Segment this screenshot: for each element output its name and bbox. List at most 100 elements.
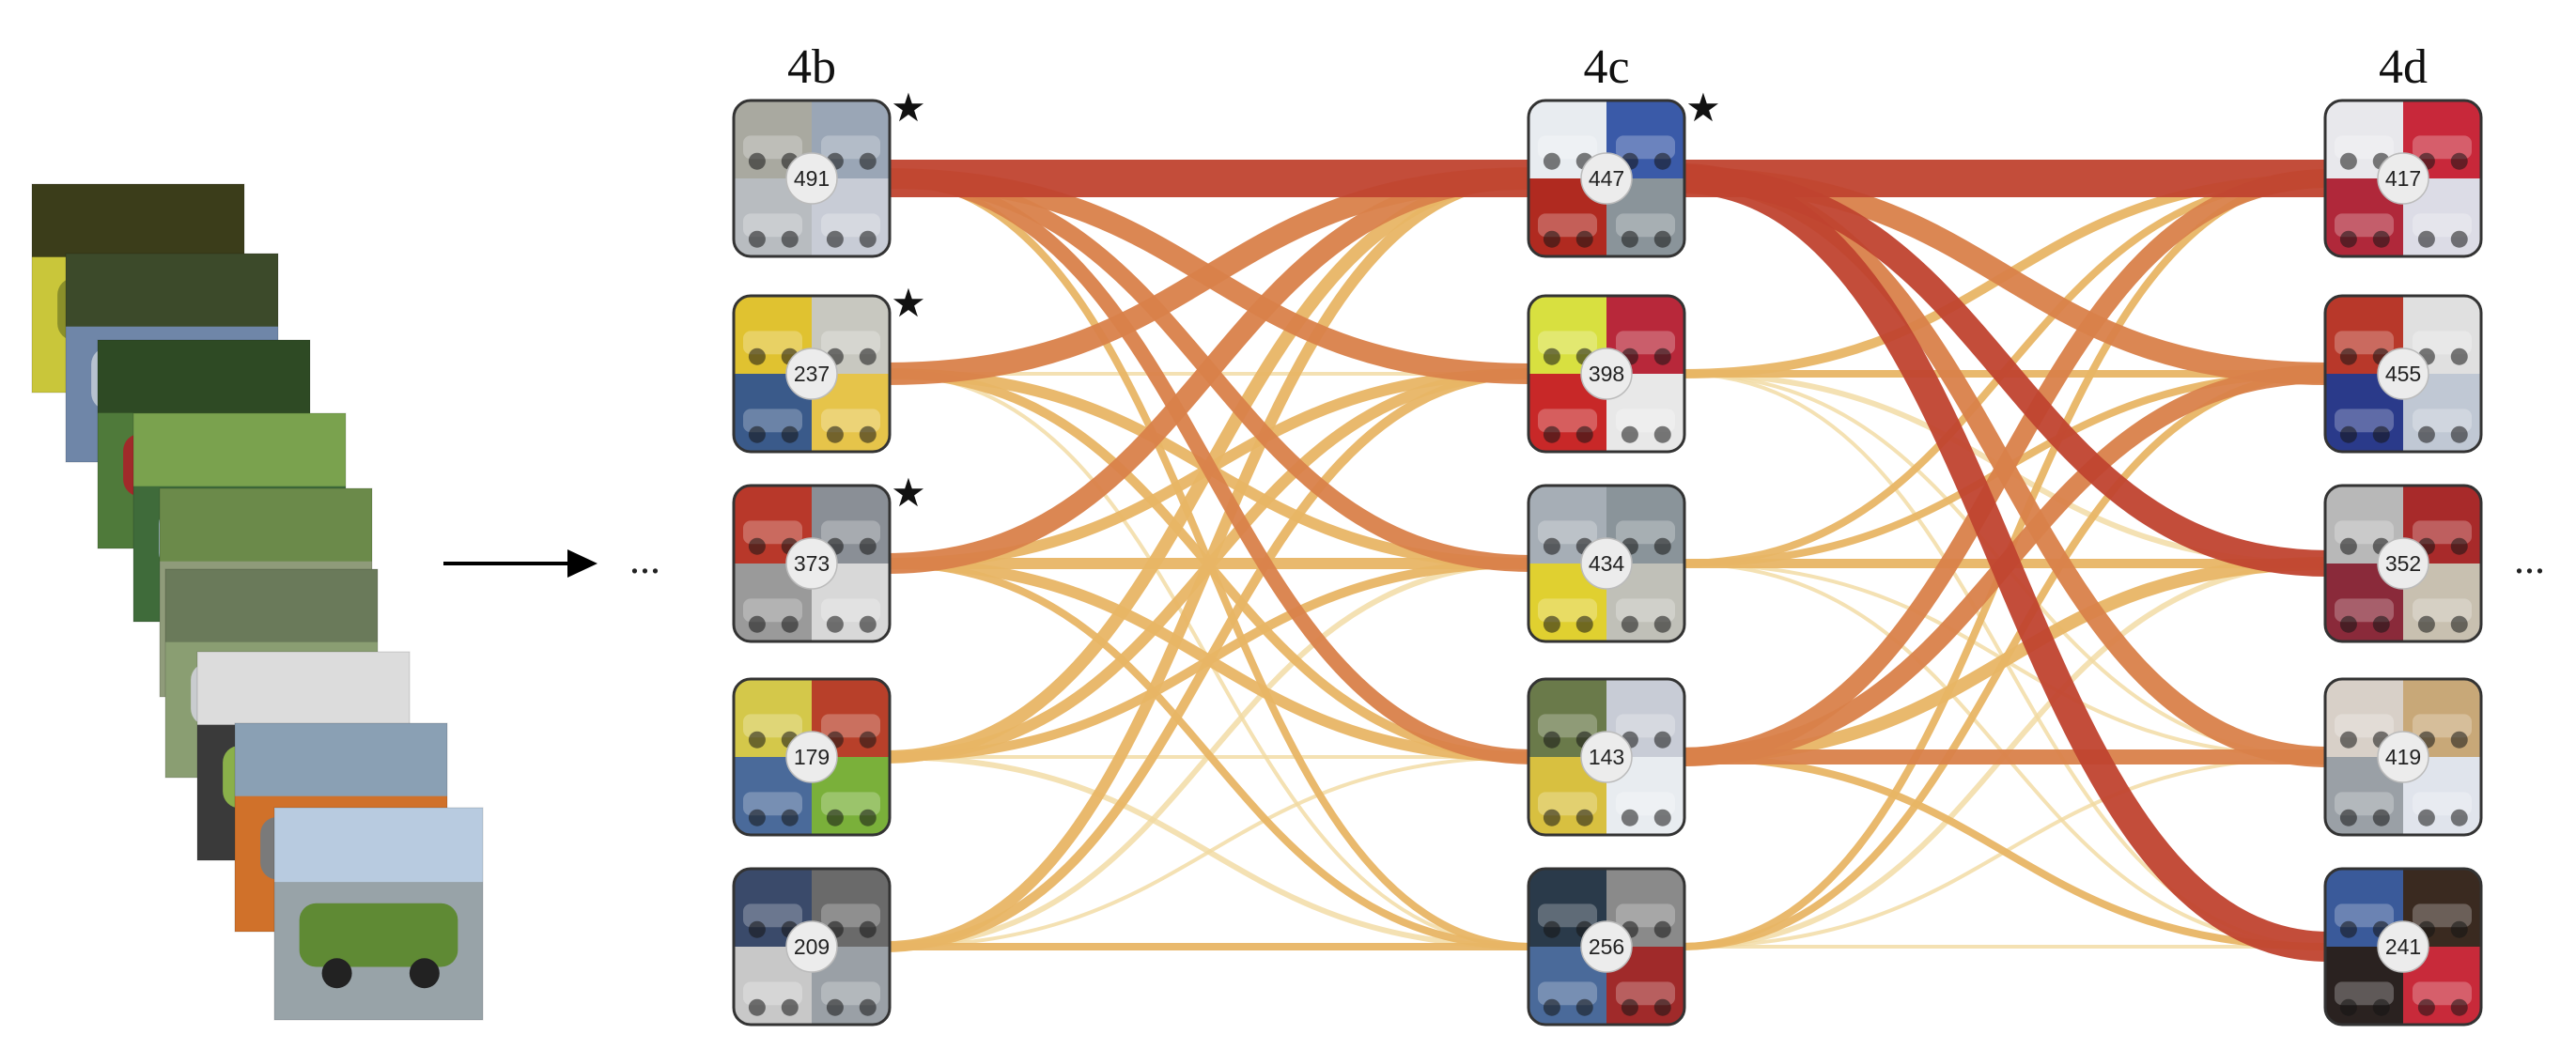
node-455-wheel-3a [2417, 425, 2435, 443]
node-179-wheel-3a [826, 809, 844, 826]
node-419: 419 [2323, 677, 2483, 837]
stack-image-4-sky [160, 488, 372, 562]
node-373-wheel-2a [748, 615, 766, 633]
stack-image-8-frame [273, 807, 484, 1021]
node-491-badge [785, 152, 838, 205]
node-179-badge [785, 731, 838, 783]
node-419-number: 419 [2385, 745, 2421, 769]
node-417-number: 417 [2385, 166, 2421, 191]
node-373-wheel-0a [748, 537, 766, 555]
stack-image-8-wheel-b [409, 958, 440, 989]
node-455-badge [2377, 347, 2429, 400]
node-256: 256 [1527, 867, 1686, 1027]
node-398-number: 398 [1589, 362, 1624, 386]
node-373: 373 ★ [732, 470, 926, 643]
layer-labels: 4b 4c 4d [787, 40, 2428, 94]
stack-image-8-vehicle [299, 903, 458, 967]
node-143-wheel-3a [1621, 809, 1638, 826]
node-352-number: 352 [2385, 551, 2421, 576]
node-491: 491 ★ [732, 85, 926, 258]
node-352-wheel-1b [2450, 537, 2468, 555]
edge-4c-4d-3-2 [1680, 557, 2330, 764]
stack-image-8-wheel-a [321, 958, 352, 989]
node-241-wheel-2a [2339, 998, 2357, 1016]
node-398-badge [1580, 347, 1633, 400]
stack-image-5-sky [165, 569, 378, 642]
node-434-wheel-3b [1653, 615, 1671, 633]
node-241-wheel-3a [2417, 998, 2435, 1016]
node-417-wheel-1b [2450, 152, 2468, 170]
node-241-wheel-0a [2339, 920, 2357, 938]
node-209-border [732, 867, 892, 1027]
node-237-wheel-3a [826, 425, 844, 443]
ellipsis-right: ... [2514, 536, 2545, 582]
node-352: 352 [2323, 484, 2483, 643]
node-398-wheel-2b [1575, 425, 1593, 443]
node-179-wheel-0a [748, 731, 766, 749]
node-237-wheel-1b [859, 347, 877, 365]
node-352-badge [2377, 537, 2429, 590]
node-237-number: 237 [794, 362, 830, 386]
node-447-badge [1580, 152, 1633, 205]
node-417-wheel-0a [2339, 152, 2357, 170]
node-417-wheel-3a [2417, 230, 2435, 248]
layer-label-4c: 4c [1583, 40, 1629, 94]
node-209-wheel-3a [826, 998, 844, 1016]
node-256-wheel-2a [1543, 998, 1560, 1016]
node-352-image [2325, 486, 2481, 641]
node-256-wheel-1b [1653, 920, 1671, 938]
node-352-wheel-2b [2372, 615, 2390, 633]
node-419-badge [2377, 731, 2429, 783]
node-143: 143 [1527, 677, 1686, 837]
node-352-wheel-3a [2417, 615, 2435, 633]
node-143-wheel-0a [1543, 731, 1560, 749]
node-398-wheel-2a [1543, 425, 1560, 443]
node-237-wheel-3b [859, 425, 877, 443]
node-491-number: 491 [794, 166, 830, 191]
edge-4c-4d-0-2 [1680, 165, 2330, 577]
node-398: 398 [1527, 294, 1686, 454]
node-455-number: 455 [2385, 362, 2421, 386]
edge-4c-4d-3-4 [1680, 753, 2330, 950]
node-455-wheel-3b [2450, 425, 2468, 443]
stack-image-1-sky [66, 254, 278, 327]
node-455-wheel-2b [2372, 425, 2390, 443]
ellipsis-left: ... [629, 536, 660, 582]
node-491-wheel-2a [748, 230, 766, 248]
node-209-wheel-1b [859, 920, 877, 938]
node-417-wheel-2b [2372, 230, 2390, 248]
stack-image-chevy-truck [273, 807, 484, 1021]
node-256-wheel-0a [1543, 920, 1560, 938]
node-179-wheel-2a [748, 809, 766, 826]
edge-4b-4c-3-4 [885, 754, 1533, 950]
node-398-wheel-0a [1543, 347, 1560, 365]
node-352-wheel-3b [2450, 615, 2468, 633]
node-352-wheel-0a [2339, 537, 2357, 555]
node-373-border [732, 484, 892, 643]
node-237-border [732, 294, 892, 454]
node-455-wheel-2a [2339, 425, 2357, 443]
node-143-wheel-2b [1575, 809, 1593, 826]
input-arrow [443, 549, 597, 578]
node-241-border [2323, 867, 2483, 1027]
node-447-border [1527, 99, 1686, 258]
node-419-wheel-0a [2339, 731, 2357, 749]
node-256-border [1527, 867, 1686, 1027]
node-209-wheel-2b [781, 998, 799, 1016]
node-143-wheel-1b [1653, 731, 1671, 749]
edge-4b-4c-2-4 [885, 560, 1533, 950]
node-447-wheel-3a [1621, 230, 1638, 248]
node-434-wheel-2b [1575, 615, 1593, 633]
node-419-wheel-3b [2450, 809, 2468, 826]
node-373-star-icon: ★ [891, 470, 926, 516]
node-491-wheel-1b [859, 152, 877, 170]
node-455-border [2323, 294, 2483, 454]
node-398-wheel-3a [1621, 425, 1638, 443]
node-417-wheel-3b [2450, 230, 2468, 248]
node-241: 241 [2323, 867, 2483, 1027]
node-256-wheel-3b [1653, 998, 1671, 1016]
node-419-wheel-3a [2417, 809, 2435, 826]
node-447-star-icon: ★ [1685, 85, 1721, 131]
node-209-wheel-0a [748, 920, 766, 938]
